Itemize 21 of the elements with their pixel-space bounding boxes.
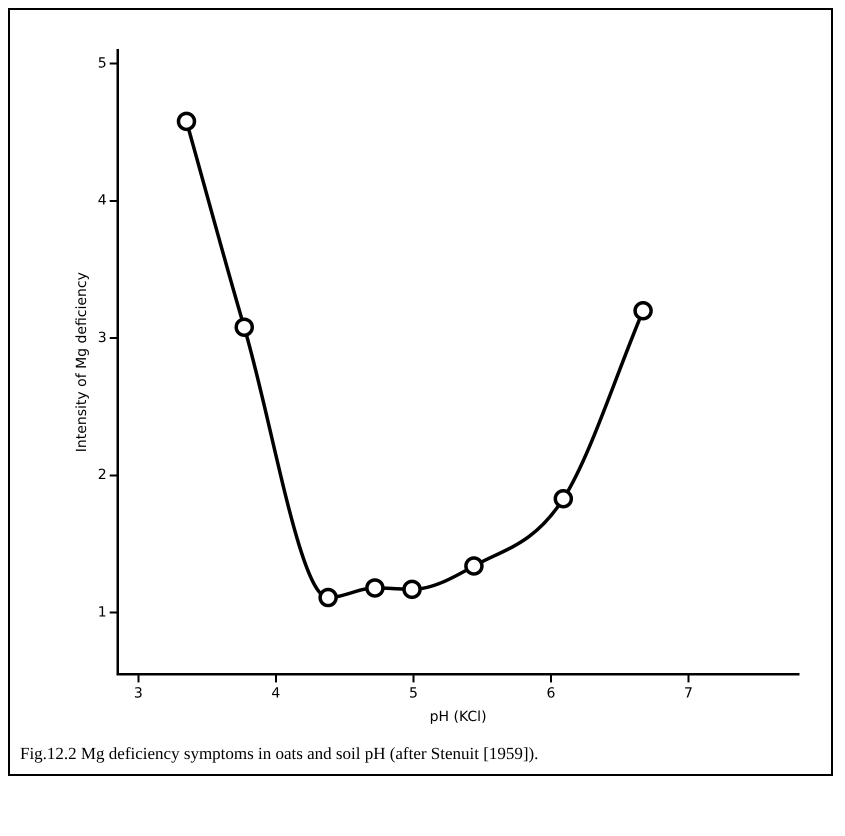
x-tick-label: 7 bbox=[684, 685, 693, 702]
point bbox=[318, 588, 338, 608]
point bbox=[365, 578, 385, 598]
x-tick-label: 3 bbox=[134, 685, 143, 702]
y-tick-label: 2 bbox=[98, 467, 107, 484]
y-tick-label: 5 bbox=[98, 55, 107, 72]
point bbox=[554, 488, 574, 508]
point bbox=[176, 112, 196, 132]
y-tick-label: 3 bbox=[98, 330, 107, 346]
caption: Fig.12.2 Mg deficiency symptoms in oats and soil pH (after Stenuit [1959]). bbox=[19, 743, 540, 765]
y-axis-title: Intensity of Mg deficiency bbox=[74, 272, 90, 452]
point bbox=[402, 580, 422, 600]
x-tick-label: 6 bbox=[546, 685, 556, 702]
point bbox=[234, 317, 254, 337]
x-axis-title: pH (KCl) bbox=[430, 709, 487, 726]
y-tick-label: 1 bbox=[98, 604, 107, 620]
x-tick-label: 4 bbox=[271, 685, 280, 702]
point bbox=[464, 556, 484, 576]
y-tick-label: 4 bbox=[98, 192, 107, 209]
x-tick-label: 5 bbox=[408, 685, 418, 702]
point bbox=[633, 300, 653, 320]
